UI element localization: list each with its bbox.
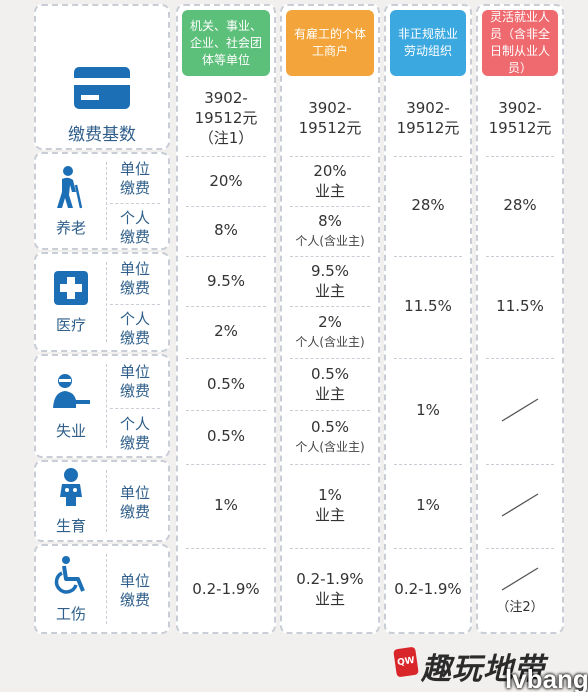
worker-desk-icon bbox=[50, 372, 92, 416]
medical-personal-label: 个人缴费 bbox=[119, 310, 150, 347]
slash-icon bbox=[501, 566, 539, 591]
pension-unit-label: 单位缴费 bbox=[119, 159, 150, 197]
column-self-employed: 有雇工的个体工商户 3902- 19512元 20% 业主 8% 个人(含业主) 9.… bbox=[280, 4, 380, 634]
unemployment-label-card: 失业 单位缴费 个人缴费 bbox=[34, 354, 170, 458]
injury-note: （注2） bbox=[496, 599, 544, 615]
injury-name: 工伤 bbox=[55, 604, 86, 623]
medical-unit-rate: 9.5% 业主 bbox=[310, 261, 350, 300]
slash-icon bbox=[501, 398, 539, 422]
pension-personal-label: 个人缴费 bbox=[119, 208, 150, 246]
baby-icon bbox=[54, 467, 88, 511]
pension-label-card: 养老 单位缴费 个人缴费 bbox=[34, 152, 170, 250]
maternity-unit-rate: 1% bbox=[214, 496, 238, 514]
pension-unit-rate: 20% 业主 bbox=[313, 161, 347, 200]
pension-name: 养老 bbox=[55, 218, 86, 237]
watermark-logo: QW bbox=[393, 646, 419, 678]
base-label-card: 缴费基数 bbox=[34, 4, 170, 150]
injury-unit-label: 单位缴费 bbox=[119, 572, 150, 609]
card-icon bbox=[36, 66, 168, 110]
pension-personal-rate: 8% 个人(含业主) bbox=[295, 211, 365, 248]
maternity-unit-label: 单位缴费 bbox=[119, 484, 150, 521]
medical-rate: 11.5% bbox=[404, 297, 452, 315]
injury-rate: 0.2-1.9% bbox=[394, 580, 462, 598]
pension-unit-rate: 20% bbox=[209, 172, 243, 190]
column-header: 机关、事业、企业、社会团体等单位 bbox=[182, 10, 270, 76]
elderly-person-icon bbox=[54, 165, 88, 213]
base-value: 3902- 19512元 bbox=[488, 99, 552, 137]
base-value: 3902- 19512元 bbox=[396, 99, 460, 137]
column-header: 非正规就业劳动组织 bbox=[390, 10, 466, 76]
unemployment-personal-rate: 0.5% 个人(含业主) bbox=[295, 417, 365, 454]
base-label: 缴费基数 bbox=[68, 125, 136, 145]
maternity-label-card: 生育 单位缴费 bbox=[34, 460, 170, 542]
unemployment-rate: 1% bbox=[416, 401, 440, 419]
pension-rate: 28% bbox=[411, 196, 445, 214]
pension-personal-rate: 8% bbox=[214, 221, 238, 239]
column-employer: 机关、事业、企业、社会团体等单位 3902- 19512元 （注1） 20% 8% … bbox=[176, 4, 276, 634]
unemployment-name: 失业 bbox=[55, 421, 86, 440]
medical-name: 医疗 bbox=[55, 315, 86, 334]
injury-unit-rate: 0.2-1.9% bbox=[192, 580, 260, 598]
base-value: 3902- 19512元 （注1） bbox=[194, 89, 258, 147]
medical-personal-rate: 2% bbox=[214, 322, 238, 340]
injury-unit-rate: 0.2-1.9% 业主 bbox=[296, 569, 364, 608]
unemployment-unit-label: 单位缴费 bbox=[119, 363, 150, 400]
column-informal-org: 非正规就业劳动组织 3902- 19512元 28% 11.5% 1% 1% 0.… bbox=[384, 4, 472, 634]
medical-unit-rate: 9.5% bbox=[206, 272, 246, 290]
watermark-brand: lvbang bbox=[505, 664, 588, 692]
unemployment-unit-rate: 0.5% bbox=[206, 375, 246, 393]
pension-rate: 28% bbox=[503, 196, 537, 214]
unemployment-personal-rate: 0.5% bbox=[206, 427, 246, 445]
maternity-na bbox=[482, 464, 558, 546]
medical-cross-icon bbox=[53, 270, 89, 310]
unemployment-unit-rate: 0.5% 业主 bbox=[310, 364, 350, 403]
watermark: QW 趣玩地带 lvbang bbox=[393, 630, 588, 692]
medical-rate: 11.5% bbox=[496, 297, 544, 315]
column-header: 灵活就业人员（含非全日制从业人员） bbox=[482, 10, 558, 76]
watermark-text: 趣玩地带 bbox=[421, 652, 545, 687]
injury-na: （注2） bbox=[482, 548, 558, 630]
unemployment-na bbox=[482, 358, 558, 462]
medical-label-card: 医疗 单位缴费 个人缴费 bbox=[34, 252, 170, 352]
unemployment-personal-label: 个人缴费 bbox=[119, 415, 150, 452]
slash-icon bbox=[501, 493, 539, 517]
maternity-unit-rate: 1% 业主 bbox=[314, 485, 345, 524]
base-value: 3902- 19512元 bbox=[298, 99, 362, 137]
medical-unit-label: 单位缴费 bbox=[119, 260, 150, 297]
column-header: 有雇工的个体工商户 bbox=[286, 10, 374, 76]
maternity-rate: 1% bbox=[416, 496, 440, 514]
column-flexible-employment: 灵活就业人员（含非全日制从业人员） 3902- 19512元 28% 11.5% … bbox=[476, 4, 564, 634]
medical-personal-rate: 2% 个人(含业主) bbox=[295, 312, 365, 349]
maternity-name: 生育 bbox=[55, 516, 86, 535]
wheelchair-icon bbox=[54, 555, 88, 599]
injury-label-card: 工伤 单位缴费 bbox=[34, 544, 170, 634]
